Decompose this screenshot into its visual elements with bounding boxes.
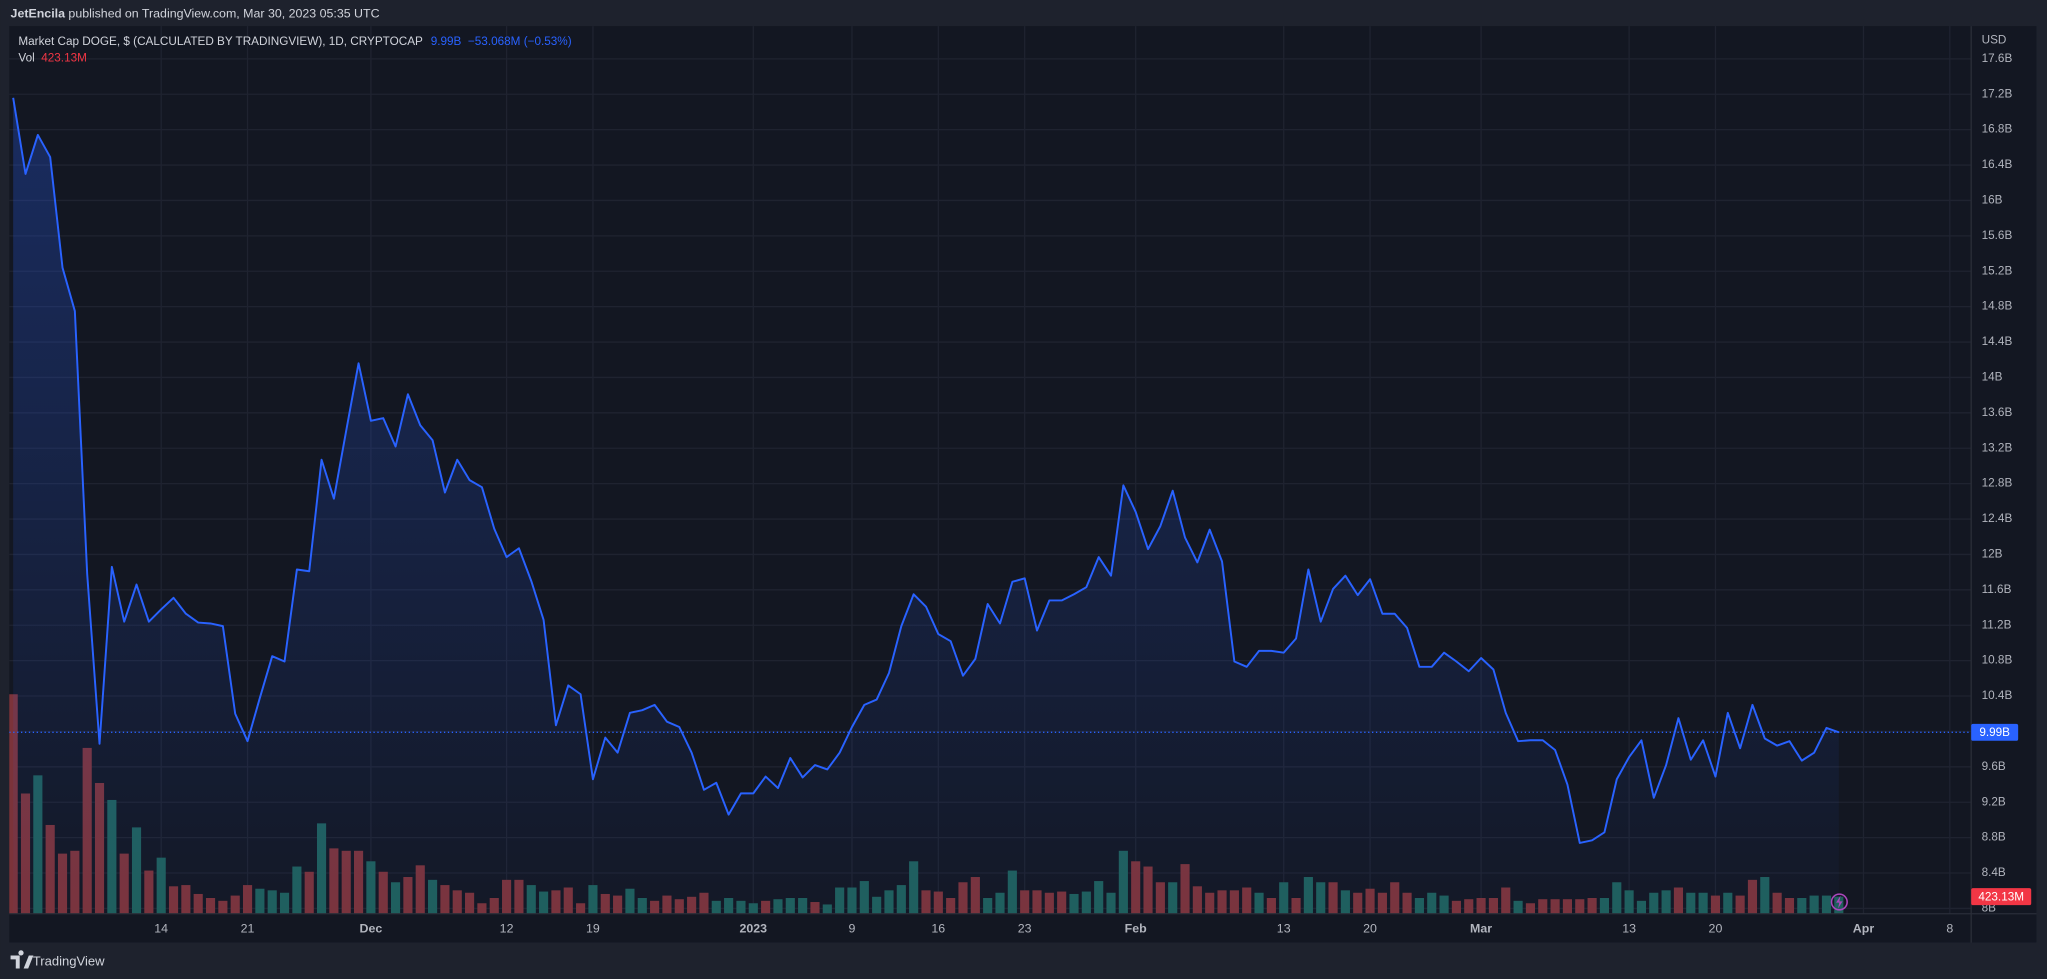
y-tick-label: 15.2B — [1982, 264, 2013, 277]
event-icon-bolt — [1836, 895, 1843, 909]
y-tick-label: 9.2B — [1982, 795, 2006, 808]
volume-badge-label: 423.13M — [1978, 890, 2024, 903]
y-tick-label: 10.8B — [1982, 654, 2013, 667]
x-tick-label: 16 — [931, 922, 945, 936]
x-tick-label: 19 — [586, 922, 600, 936]
last-value-badge-label: 9.99B — [1979, 726, 2010, 739]
x-tick-label: 12 — [500, 922, 514, 936]
x-tick-label: Dec — [360, 922, 383, 936]
x-tick-label: 21 — [241, 922, 255, 936]
brand-logo — [10, 950, 34, 969]
x-tick-label: 14 — [154, 922, 168, 936]
y-tick-label: 13.6B — [1982, 406, 2013, 419]
y-tick-label: 16B — [1982, 194, 2003, 207]
publish-info: JetEncila published on TradingView.com, … — [11, 7, 380, 21]
y-tick-label: 14.8B — [1982, 300, 2013, 313]
y-tick-label: 16.8B — [1982, 123, 2013, 136]
x-tick-label: 23 — [1018, 922, 1032, 936]
y-tick-label: 11.2B — [1982, 618, 2012, 631]
change: −53.068M (−0.53%) — [468, 35, 572, 48]
volume-legend: Vol 423.13M — [18, 52, 87, 65]
last-value-badge — [1971, 723, 2019, 741]
y-tick-label: 8.8B — [1982, 831, 2006, 844]
x-tick-label: 8 — [1946, 922, 1953, 936]
author: JetEncila — [11, 7, 66, 21]
y-tick-label: 14.4B — [1982, 335, 2013, 348]
y-tick-label: 12.4B — [1982, 512, 2013, 525]
area — [13, 97, 1839, 914]
price-layer — [9, 97, 1972, 914]
brand-name: TradingView — [33, 953, 105, 968]
chart-title: Market Cap DOGE, $ (CALCULATED BY TRADIN… — [18, 35, 423, 48]
axes: 8B8.4B8.8B9.2B9.6B10B10.4B10.8B11.2B11.6… — [154, 52, 2012, 936]
y-tick-label: 17.6B — [1982, 52, 2013, 65]
x-tick-label: Apr — [1853, 922, 1875, 936]
y-tick-label: 9.6B — [1982, 760, 2006, 773]
volume-last: 423.13M — [41, 52, 87, 65]
x-tick-label: 20 — [1363, 922, 1377, 936]
x-tick-label: Feb — [1125, 922, 1147, 936]
y-tick-label: 8.4B — [1982, 866, 2006, 879]
badges: 9.99B 423.13M — [1971, 723, 2032, 906]
footer: TradingView — [10, 950, 105, 969]
line — [12, 97, 1840, 844]
y-tick-label: 12.8B — [1982, 477, 2013, 490]
x-tick-label: 20 — [1709, 922, 1723, 936]
x-tick-label: 13 — [1622, 922, 1636, 936]
volume-name: Vol — [18, 52, 34, 65]
volume-badge — [1971, 888, 2032, 906]
y-tick-label: 10.4B — [1982, 689, 2013, 702]
y-tick-label: 17.2B — [1982, 87, 2013, 100]
y-axis-label: USD — [1982, 34, 2007, 47]
x-tick-label: 2023 — [740, 922, 768, 936]
y-tick-label: 14B — [1982, 371, 2003, 384]
legend: Market Cap DOGE, $ (CALCULATED BY TRADIN… — [18, 35, 571, 48]
x-tick-label: 9 — [849, 922, 856, 936]
y-tick-label: 13.2B — [1982, 441, 2013, 454]
y-tick-label: 16.4B — [1982, 158, 2013, 171]
y-tick-label: 15.6B — [1982, 229, 2013, 242]
last-value: 9.99B — [431, 35, 462, 48]
publish-text: published on TradingView.com, Mar 30, 20… — [68, 7, 379, 21]
y-tick-label: 11.6B — [1982, 583, 2012, 596]
y-tick-label: 12B — [1982, 548, 2003, 561]
x-tick-label: Mar — [1470, 922, 1492, 936]
event-icon[interactable] — [1830, 893, 1848, 911]
x-tick-label: 13 — [1277, 922, 1291, 936]
